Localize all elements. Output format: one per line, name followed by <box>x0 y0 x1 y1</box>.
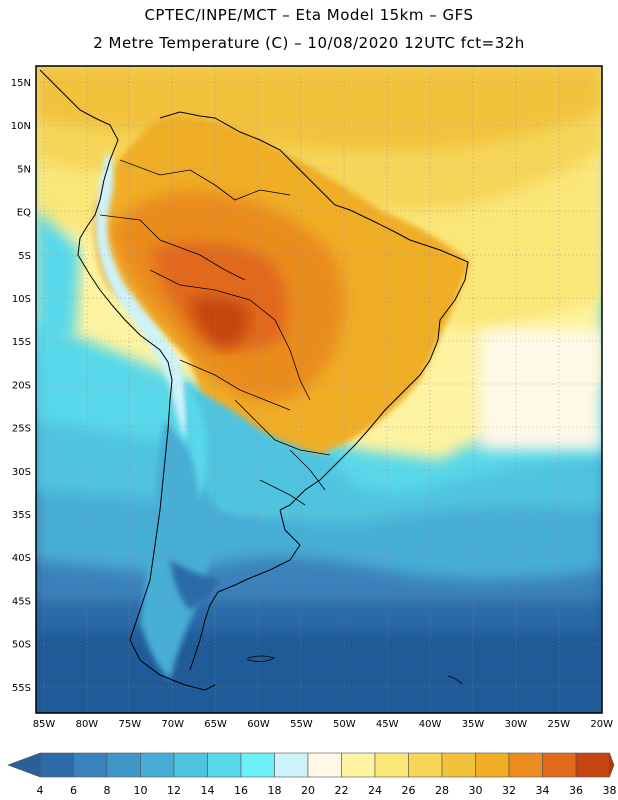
colorbar-tick-label: 10 <box>134 784 148 797</box>
colorbar-swatch <box>575 752 610 778</box>
lon-label: 85W <box>33 719 56 730</box>
colorbar-swatch <box>39 752 74 778</box>
colorbar-tick-label: 26 <box>402 784 416 797</box>
lat-label: 45S <box>12 596 31 607</box>
colorbar-swatch <box>307 752 342 778</box>
colorbar-tick-label: 24 <box>368 784 382 797</box>
colorbar-tick-label: 8 <box>104 784 111 797</box>
coastlines <box>39 69 469 691</box>
lat-label: EQ <box>17 208 31 219</box>
colorbar-swatch <box>207 752 242 778</box>
colorbar-tick-label: 16 <box>234 784 248 797</box>
country-borders <box>99 159 331 506</box>
lon-label: 30W <box>505 719 528 730</box>
lat-label: 10S <box>12 294 31 305</box>
lat-label: 30S <box>12 467 31 478</box>
colorbar-tick-label: 20 <box>301 784 315 797</box>
colorbar-tick-label: 4 <box>37 784 44 797</box>
colorbar-swatch <box>140 752 175 778</box>
lon-label: 65W <box>204 719 227 730</box>
lat-label: 35S <box>12 510 31 521</box>
colorbar-swatch <box>475 752 510 778</box>
colorbar-tick-label: 14 <box>201 784 215 797</box>
lon-label: 40W <box>419 719 442 730</box>
colorbar-under-arrow <box>7 752 41 778</box>
lon-label: 75W <box>118 719 141 730</box>
latitude-labels: 15N 10N 5N EQ 5S 10S 15S 20S 25S 30S 35S 40S 45S 50S 5… <box>11 78 31 694</box>
colorbar-over-arrow <box>609 752 615 778</box>
colorbar-tick-label: 30 <box>469 784 483 797</box>
lat-label: 10N <box>11 121 31 132</box>
lon-label: 80W <box>76 719 99 730</box>
longitude-labels: 85W 80W 75W 70W 65W 60W 55W 50W 45W 40W 35W 30W 25W 2… <box>33 719 613 730</box>
colorbar-tick-label: 12 <box>167 784 181 797</box>
colorbar-swatch <box>374 752 409 778</box>
lat-label: 25S <box>12 424 31 435</box>
lon-label: 35W <box>462 719 485 730</box>
colorbar-tick-label: 22 <box>335 784 349 797</box>
colorbar-swatch <box>441 752 476 778</box>
falkland-islands <box>247 655 275 662</box>
colorbar-tick-label: 18 <box>268 784 282 797</box>
colorbar-tick-label: 32 <box>502 784 516 797</box>
lat-label: 15S <box>12 337 31 348</box>
lon-label: 55W <box>290 719 313 730</box>
lat-label: 5N <box>17 164 31 175</box>
colorbar-swatch <box>274 752 309 778</box>
map-subtitle: 2 Metre Temperature (C) – 10/08/2020 12U… <box>93 34 525 52</box>
colorbar-tick-label: 6 <box>70 784 77 797</box>
lon-label: 25W <box>547 719 570 730</box>
colorbar <box>7 752 615 778</box>
colorbar-swatch <box>542 752 577 778</box>
temperature-field <box>36 66 602 713</box>
colorbar-swatch <box>408 752 443 778</box>
map-frame <box>35 65 603 714</box>
colorbar-swatch <box>173 752 208 778</box>
lat-label: 5S <box>18 251 31 262</box>
lat-label: 15N <box>11 78 31 89</box>
lon-label: 60W <box>247 719 270 730</box>
colorbar-swatch <box>508 752 543 778</box>
colorbar-labels: 4 6 8 10 12 14 16 18 20 22 24 26 28 30 32 34 36 38 <box>37 784 617 797</box>
map-title: CPTEC/INPE/MCT – Eta Model 15km – GFS <box>144 6 474 24</box>
colorbar-swatch <box>73 752 108 778</box>
lat-label: 40S <box>12 553 31 564</box>
lon-label: 20W <box>590 719 613 730</box>
lat-label: 55S <box>12 683 31 694</box>
colorbar-tick-label: 34 <box>536 784 550 797</box>
lat-label: 20S <box>12 380 31 391</box>
lon-label: 45W <box>376 719 399 730</box>
lon-label: 50W <box>333 719 356 730</box>
colorbar-tick-label: 38 <box>603 784 617 797</box>
colorbar-tick-label: 36 <box>569 784 583 797</box>
lon-label: 70W <box>161 719 184 730</box>
colorbar-tick-label: 28 <box>435 784 449 797</box>
colorbar-swatch <box>240 752 275 778</box>
colorbar-swatch <box>341 752 376 778</box>
colorbar-swatch <box>106 752 141 778</box>
lat-label: 50S <box>12 640 31 651</box>
south-georgia <box>447 675 463 685</box>
